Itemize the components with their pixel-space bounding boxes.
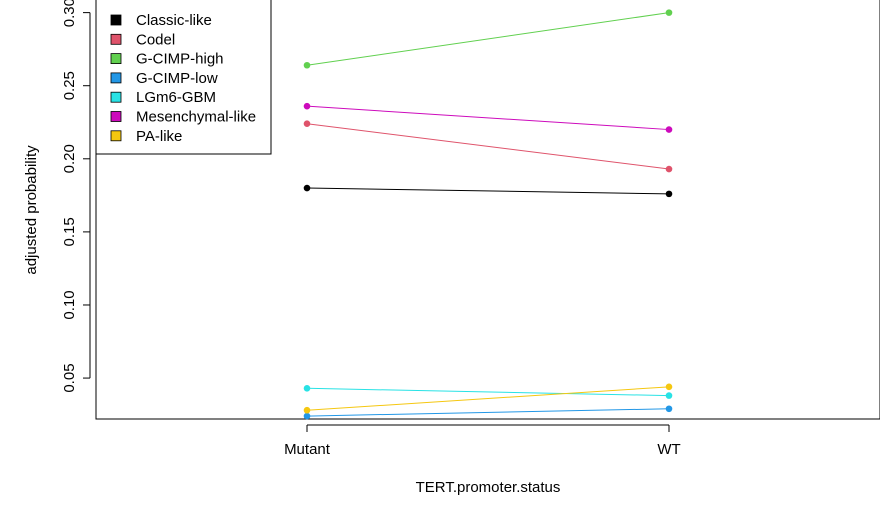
x-tick-label: Mutant [284,441,331,458]
legend-label: Classic-like [136,12,212,29]
series-line [306,187,670,195]
plot-frame [95,0,880,420]
x-axis-title: TERT.promoter.status [416,479,561,496]
data-point [665,9,673,16]
legend-swatch [110,14,122,26]
data-point [665,392,673,399]
legend-swatch [110,91,122,103]
legend-label: G-CIMP-low [136,70,218,87]
legend-swatch [110,72,122,84]
data-point [303,61,311,69]
y-tick-label: 0.10 [61,290,78,319]
y-axis-title: adjusted probability [23,145,40,275]
series-line [306,12,670,66]
x-tick-label: WT [657,441,680,458]
data-point [665,165,673,173]
legend-label: Mesenchymal-like [136,109,256,126]
data-point [303,385,311,392]
series-line [306,386,670,411]
y-tick-label: 0.25 [61,71,78,100]
legend-box [95,0,272,155]
data-point [665,126,673,133]
legend-swatch [110,111,122,122]
data-point [665,190,673,198]
series-line [306,408,670,417]
series-line [306,123,670,170]
series-line [306,105,670,131]
y-tick-label: 0.30 [61,0,78,27]
legend-swatch [110,33,122,45]
legend-swatch [110,53,122,64]
x-axis: Mutant WT [284,424,681,458]
legend-label: Codel [136,31,175,48]
data-point [303,184,311,192]
legend: Classic-like Codel G-CIMP-high G-CIMP-low LG… [95,0,272,155]
series-layer [303,9,673,420]
data-point [665,383,673,391]
y-tick-label: 0.05 [61,363,78,392]
data-point [303,406,311,414]
y-axis: 0.05 0.10 0.15 0.20 0.25 0.30 [61,0,91,393]
data-point [303,412,311,420]
data-point [665,405,673,413]
y-tick-label: 0.20 [61,144,78,173]
legend-label: G-CIMP-high [136,51,224,68]
legend-label: PA-like [136,128,182,145]
data-point [303,102,311,110]
data-point [303,120,311,128]
series-line [306,387,670,397]
legend-label: LGm6-GBM [136,89,216,106]
y-tick-label: 0.15 [61,217,78,246]
legend-swatch [110,130,122,142]
